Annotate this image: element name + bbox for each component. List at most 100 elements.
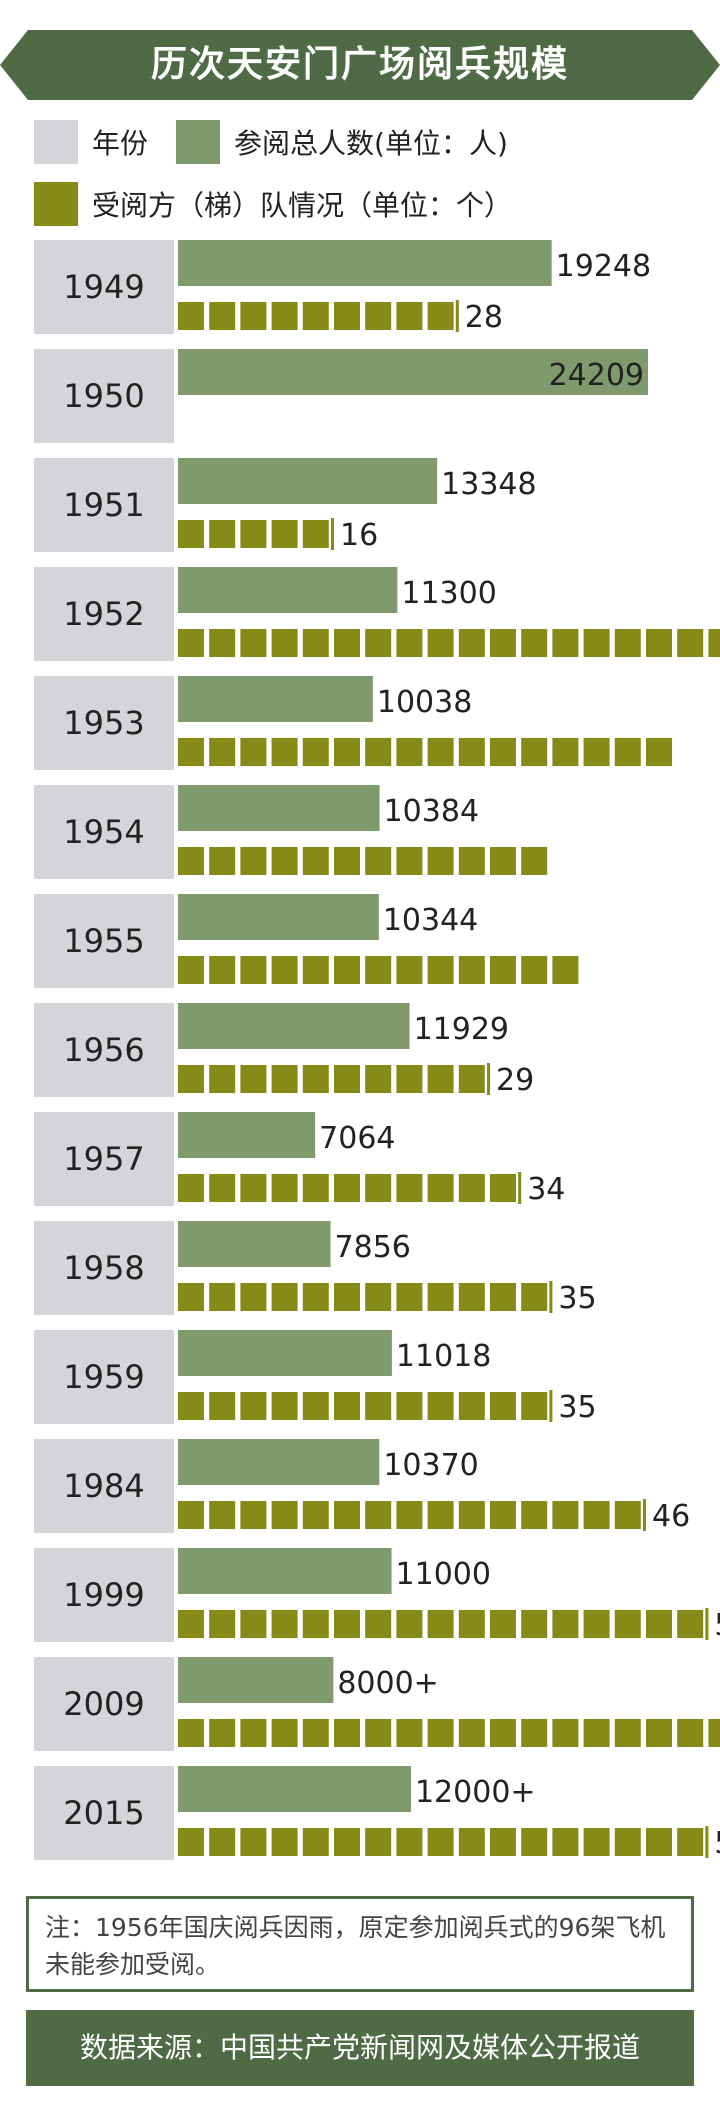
year-label-1959: 1959 xyxy=(63,1358,144,1396)
legend-swatch-units xyxy=(34,182,78,226)
total-label-2009: 8000+ xyxy=(337,1666,438,1701)
total-bar-1984 xyxy=(178,1439,380,1485)
unit-end-tick xyxy=(455,300,459,332)
legend-label-units: 受阅方（梯）队情况（单位：个） xyxy=(92,189,513,222)
unit-square xyxy=(271,1828,298,1856)
unit-end-tick xyxy=(518,1172,522,1204)
unit-square xyxy=(334,738,360,766)
row-separator xyxy=(176,676,178,770)
unit-square xyxy=(583,1719,610,1747)
unit-square xyxy=(209,1065,236,1093)
unit-square xyxy=(427,738,454,766)
units-label-1957: 34 xyxy=(527,1172,565,1207)
unit-square xyxy=(396,629,423,657)
total-bar-1959 xyxy=(178,1330,392,1376)
total-label-1949: 19248 xyxy=(556,249,651,284)
unit-square xyxy=(458,956,485,984)
unit-square xyxy=(365,847,392,875)
unit-square xyxy=(334,629,360,657)
unit-square xyxy=(271,1719,298,1747)
unit-square xyxy=(178,302,204,330)
unit-square xyxy=(271,1610,298,1638)
unit-square xyxy=(427,1174,454,1202)
unit-square xyxy=(302,520,329,548)
unit-square xyxy=(209,302,236,330)
units-bar-1954 xyxy=(178,847,548,875)
units-bar-1959: 35 xyxy=(178,1390,597,1425)
row-separator xyxy=(176,1112,178,1206)
total-label-1984: 10370 xyxy=(383,1448,478,1483)
unit-square xyxy=(302,1501,329,1529)
unit-square xyxy=(178,1719,204,1747)
row-separator xyxy=(176,1766,178,1860)
unit-square xyxy=(521,1283,548,1311)
chart-row-1984: 1984 10370 46 xyxy=(34,1439,690,1534)
chart-row-1951: 1951 13348 16 xyxy=(34,458,537,553)
total-label-1951: 13348 xyxy=(441,467,536,502)
unit-square xyxy=(458,1392,485,1420)
unit-square xyxy=(458,1174,485,1202)
total-label-1950: 24209 xyxy=(549,358,644,393)
unit-square xyxy=(458,1610,485,1638)
unit-square xyxy=(521,1828,548,1856)
unit-square xyxy=(240,1719,267,1747)
unit-square xyxy=(271,1392,298,1420)
unit-square xyxy=(458,1501,485,1529)
unit-end-tick xyxy=(549,1281,553,1313)
unit-square xyxy=(427,302,454,330)
unit-square xyxy=(209,738,236,766)
legend-label-year: 年份 xyxy=(92,127,149,160)
unit-square xyxy=(677,1610,704,1638)
unit-square xyxy=(271,847,298,875)
unit-square xyxy=(490,629,516,657)
unit-square xyxy=(677,1719,704,1747)
year-label-1955: 1955 xyxy=(63,922,144,960)
unit-square xyxy=(365,956,392,984)
unit-square xyxy=(334,1065,360,1093)
unit-square xyxy=(552,738,579,766)
unit-square xyxy=(614,1610,641,1638)
unit-square xyxy=(178,1610,204,1638)
total-label-1953: 10038 xyxy=(377,685,472,720)
chart-row-1958: 1958 7856 35 xyxy=(34,1221,597,1316)
year-label-1956: 1956 xyxy=(63,1031,144,1069)
unit-square xyxy=(490,738,516,766)
unit-square xyxy=(240,629,267,657)
unit-square xyxy=(209,520,236,548)
unit-square xyxy=(396,956,423,984)
unit-end-tick xyxy=(705,1826,709,1858)
unit-square xyxy=(209,1283,236,1311)
unit-square xyxy=(552,1719,579,1747)
total-label-1955: 10344 xyxy=(383,903,478,938)
title-banner xyxy=(0,30,720,100)
chart-row-1952: 1952 11300 66 xyxy=(34,567,720,661)
unit-square xyxy=(178,1501,204,1529)
unit-square xyxy=(271,302,298,330)
total-label-1999: 11000 xyxy=(396,1557,491,1592)
total-label-1954: 10384 xyxy=(384,794,479,829)
units-bar-1952: 66 xyxy=(178,629,720,657)
year-box-1956 xyxy=(34,1003,174,1097)
row-separator xyxy=(176,240,178,334)
total-bar-1951 xyxy=(178,458,438,504)
units-label-1999: 52 xyxy=(714,1608,720,1643)
chart-row-1949: 1949 19248 28 xyxy=(34,240,651,335)
year-box-1954 xyxy=(34,785,174,879)
unit-square xyxy=(646,1719,672,1747)
unit-square xyxy=(521,1392,548,1420)
unit-square xyxy=(677,629,704,657)
unit-square xyxy=(490,1610,516,1638)
source-text: 数据来源：中国共产党新闻网及媒体公开报道 xyxy=(79,2031,640,2064)
unit-square xyxy=(708,629,720,657)
unit-square xyxy=(521,1610,548,1638)
total-bar-2009 xyxy=(178,1657,334,1703)
year-label-1950: 1950 xyxy=(63,377,144,415)
unit-square xyxy=(240,1174,267,1202)
unit-square xyxy=(458,847,485,875)
unit-square xyxy=(240,847,267,875)
unit-square xyxy=(271,1283,298,1311)
unit-square xyxy=(646,1610,672,1638)
unit-square xyxy=(271,1174,298,1202)
units-bar-1999: 52 xyxy=(178,1608,720,1643)
row-separator xyxy=(176,1003,178,1097)
